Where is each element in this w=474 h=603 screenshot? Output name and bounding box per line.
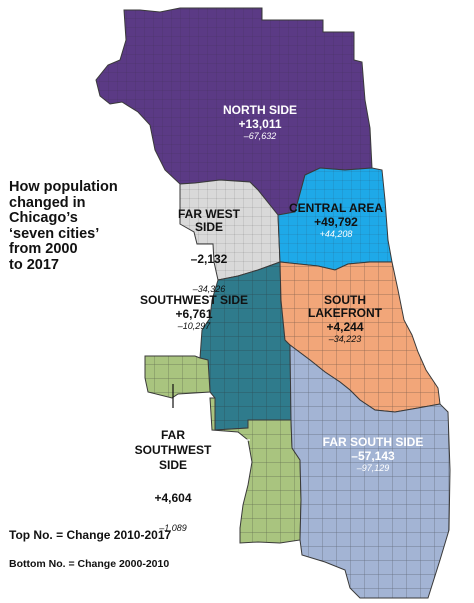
region-far-southwest-side [144, 355, 302, 544]
legend-top-number: Top No. = Change 2010-2017 [9, 528, 172, 542]
region-far-south-side [289, 343, 451, 599]
region-change-2000-2010: –10,297 [177, 321, 211, 331]
region-change-2010-2017: +4,244 [326, 320, 364, 334]
region-name: NORTH SIDE [222, 103, 297, 117]
region-name: CENTRAL AREA [288, 201, 383, 215]
region-change-2000-2010: –34,326 [192, 284, 226, 294]
region-north-side [95, 7, 373, 216]
region-change-2010-2017: +13,011 [238, 117, 282, 131]
region-change-2010-2017: +4,604 [154, 491, 192, 505]
region-name: FAR WEST SIDE [178, 207, 240, 234]
label-southwest-side: SOUTHWEST SIDE +6,761 –10,297 [134, 294, 254, 332]
region-name: SOUTH LAKEFRONT [308, 293, 382, 320]
label-central-area: CENTRAL AREA +49,792 +44,208 [288, 202, 384, 240]
region-change-2010-2017: –57,143 [351, 449, 395, 463]
region-central-area [277, 167, 393, 271]
label-north-side: NORTH SIDE +13,011 –67,632 [200, 104, 320, 142]
region-change-2000-2010: –34,223 [328, 334, 362, 344]
region-change-2010-2017: +6,761 [175, 307, 213, 321]
region-change-2000-2010: –97,129 [356, 463, 390, 473]
legend-bottom-number: Bottom No. = Change 2000-2010 [9, 558, 170, 570]
region-name: FAR SOUTHWEST SIDE [134, 428, 212, 472]
label-far-south-side: FAR SOUTH SIDE –57,143 –97,129 [306, 436, 440, 474]
region-southwest-side [199, 261, 292, 431]
label-far-southwest-side: FAR SOUTHWEST SIDE +4,604 –1,089 [132, 410, 214, 552]
region-change-2000-2010: –1,089 [159, 523, 187, 533]
label-south-lakefront: SOUTH LAKEFRONT +4,244 –34,223 [286, 294, 404, 345]
region-change-2000-2010: +44,208 [319, 229, 353, 239]
region-change-2010-2017: +49,792 [314, 215, 358, 229]
region-name: SOUTHWEST SIDE [139, 293, 248, 307]
region-name: FAR SOUTH SIDE [322, 435, 424, 449]
region-change-2000-2010: –67,632 [243, 131, 277, 141]
label-far-west-side: FAR WEST SIDE –2,132 –34,326 [176, 190, 242, 313]
map-headline: How population changed in Chicago’s ‘sev… [9, 179, 118, 273]
region-change-2010-2017: –2,132 [190, 252, 228, 266]
